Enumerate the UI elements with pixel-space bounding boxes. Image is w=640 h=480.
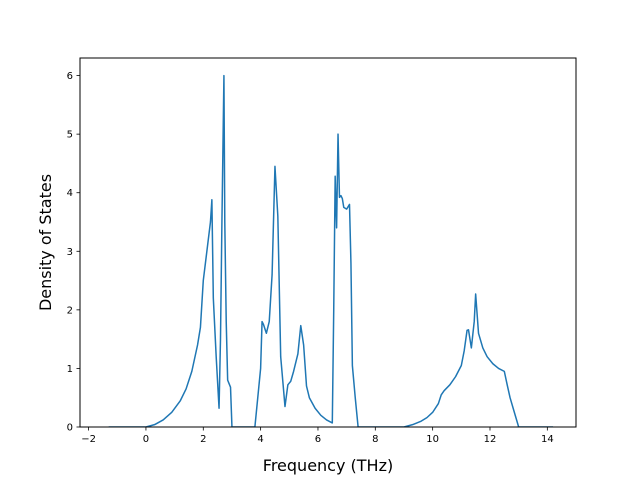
y-tick-label: 0 — [67, 423, 73, 434]
x-tick-label: −2 — [81, 434, 96, 445]
y-tick-label: 3 — [67, 247, 73, 258]
x-axis: −2 0 2 4 6 8 10 12 14 — [81, 427, 554, 445]
x-tick-label: 14 — [541, 434, 554, 445]
y-tick-label: 5 — [67, 130, 73, 141]
y-tick-label: 4 — [67, 188, 73, 199]
x-tick-label: 8 — [372, 434, 378, 445]
x-axis-label: Frequency (THz) — [263, 456, 393, 475]
y-tick-label: 2 — [67, 305, 73, 316]
axes-frame — [79, 57, 577, 428]
x-tick-label: 0 — [143, 434, 149, 445]
x-tick-label: 12 — [484, 434, 497, 445]
y-axis-label: Density of States — [36, 174, 55, 311]
y-axis: 0 1 2 3 4 5 6 — [67, 71, 80, 434]
x-tick-label: 2 — [200, 434, 206, 445]
plot-area — [108, 74, 554, 427]
x-tick-label: 10 — [426, 434, 439, 445]
y-tick-label: 6 — [67, 71, 73, 82]
dos-series-line — [108, 74, 554, 427]
y-tick-label: 1 — [67, 364, 73, 375]
x-tick-label: 4 — [257, 434, 263, 445]
x-tick-label: 6 — [315, 434, 321, 445]
